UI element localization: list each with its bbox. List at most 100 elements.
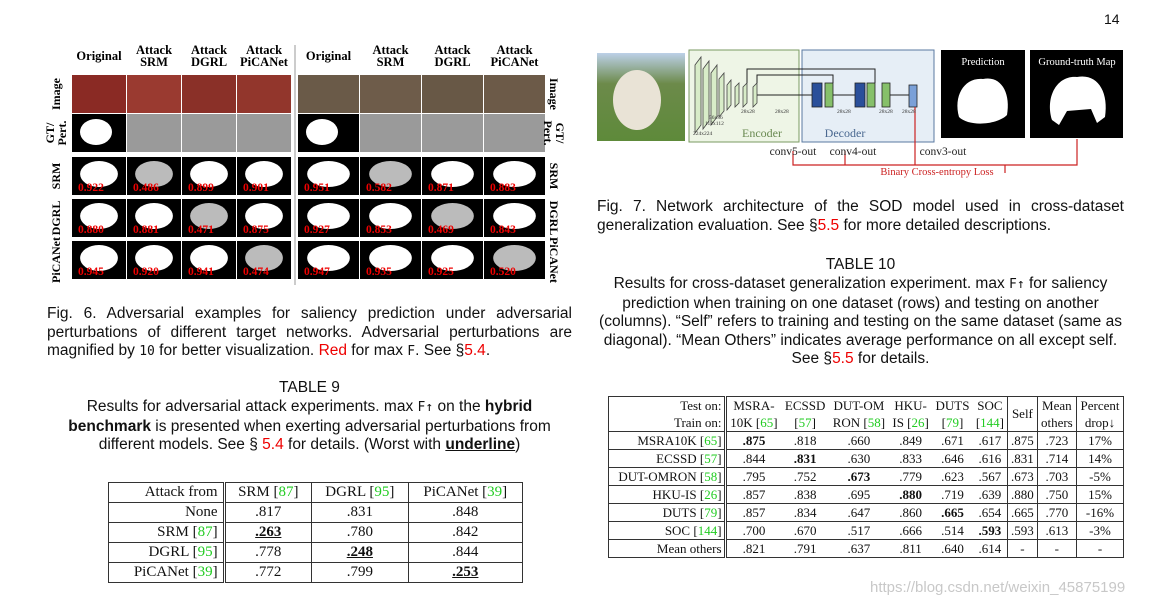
image-cell	[422, 114, 483, 152]
text: DGRL [	[325, 484, 375, 500]
text: .660	[847, 432, 871, 448]
text: .614	[978, 540, 1002, 556]
table-9-title: TABLE 9	[279, 379, 340, 396]
header-cell: SOC	[972, 396, 1009, 414]
text: PiCANet [	[133, 564, 198, 580]
text: Results for adversarial attack experimen…	[86, 398, 418, 415]
text: SOC	[977, 397, 1003, 413]
column-header: Attack	[191, 43, 227, 57]
text: ]	[717, 468, 722, 484]
header-cell: [57]	[781, 414, 829, 432]
cell: .639	[972, 485, 1009, 504]
text: Attack from	[144, 484, 218, 500]
reference: 95	[374, 484, 390, 500]
text: .593	[1011, 522, 1034, 538]
link[interactable]: 5.4	[464, 342, 486, 359]
column-header: Original	[76, 49, 122, 63]
prediction-blob	[957, 78, 1008, 124]
size-label: 28x28	[837, 109, 851, 115]
loss-lines	[792, 107, 1078, 173]
text: .593	[978, 522, 1002, 538]
text: .772	[255, 564, 282, 580]
cell: .834	[781, 503, 829, 522]
text: [	[975, 414, 981, 430]
cell: .857	[725, 503, 782, 522]
header-cell: Train on:	[608, 414, 727, 432]
text: ]	[717, 432, 722, 448]
cell: .844	[725, 449, 782, 468]
header-cell: MSRA-	[725, 396, 782, 414]
score: 0.920	[133, 266, 159, 278]
text: .833	[899, 450, 922, 466]
reference: 57	[798, 414, 812, 430]
text: 17%	[1088, 432, 1112, 448]
text: .799	[346, 564, 373, 580]
saliency	[369, 161, 412, 187]
text: .647	[847, 504, 871, 520]
text: 10	[139, 344, 155, 359]
text: ]	[773, 414, 778, 430]
size-label: 28x28	[902, 109, 916, 115]
link[interactable]: 5.4	[262, 436, 284, 453]
text: .780	[346, 524, 373, 540]
saliency	[135, 203, 173, 229]
reference: 58	[867, 414, 881, 430]
text: .795	[742, 468, 766, 484]
text: .665	[1011, 504, 1034, 520]
text: .750	[1045, 486, 1069, 502]
header-cell: RON [58]	[828, 414, 890, 432]
text: .639	[978, 486, 1002, 502]
header-cell: Attack from	[108, 482, 226, 503]
score: 0.927	[304, 224, 330, 236]
cell: .833	[889, 449, 933, 468]
text: .849	[899, 432, 922, 448]
score: 0.901	[243, 182, 269, 194]
cell: .799	[311, 562, 409, 583]
cell: -16%	[1076, 503, 1125, 522]
cell: DUTS [79]	[608, 503, 727, 522]
image-cell	[127, 75, 181, 113]
text: .646	[941, 450, 964, 466]
text: F↑	[417, 400, 434, 415]
cell: DUT-OMRON [58]	[608, 467, 727, 486]
text: for saliency prediction when training on…	[599, 275, 1122, 367]
column-header: Attack	[434, 43, 470, 57]
row: DUT-OMRON [58] .795 .752 .673 .779 .623 .567 .6…	[608, 467, 1125, 486]
cell: DGRL [95]	[108, 542, 226, 563]
text: .673	[1011, 468, 1034, 484]
text: DUTS [	[662, 504, 705, 520]
size-label: 112x112	[705, 121, 724, 127]
text: .838	[793, 486, 817, 502]
cell: .666	[889, 521, 933, 540]
reference: 144	[697, 522, 718, 538]
cell: .647	[828, 503, 890, 522]
text: SRM [	[238, 484, 279, 500]
text: .517	[847, 522, 871, 538]
table-10-title: TABLE 10	[825, 256, 896, 273]
row-label: DGRL	[547, 201, 561, 236]
score: 0.935	[366, 266, 392, 278]
saliency	[431, 245, 474, 271]
diagram-label: Binary Cross-entropy Loss	[880, 167, 993, 178]
cell: .695	[828, 485, 890, 504]
header-cell: IS [26]	[889, 414, 933, 432]
text: .880	[1011, 486, 1034, 502]
cell: .670	[781, 521, 829, 540]
row-label: Pert.	[541, 121, 555, 146]
figure-6: Original AttackSRMAttackDGRLAttackPiCANet…	[43, 43, 567, 285]
text: .623	[941, 468, 964, 484]
image-cell	[237, 75, 291, 113]
text: .	[485, 342, 491, 359]
cell: .831	[1007, 449, 1038, 468]
text: ]	[212, 564, 218, 580]
link[interactable]: 5.5	[832, 350, 854, 367]
cell: .248	[311, 542, 409, 563]
text: [	[941, 414, 946, 430]
text: .880	[899, 486, 922, 502]
row: PiCANet [39] .772 .799 .253	[108, 562, 524, 583]
text: .673	[847, 468, 871, 484]
link[interactable]: 5.5	[817, 216, 840, 234]
header-cell: drop↓	[1076, 414, 1125, 432]
text: IS [	[892, 414, 912, 430]
cell: .630	[828, 449, 890, 468]
